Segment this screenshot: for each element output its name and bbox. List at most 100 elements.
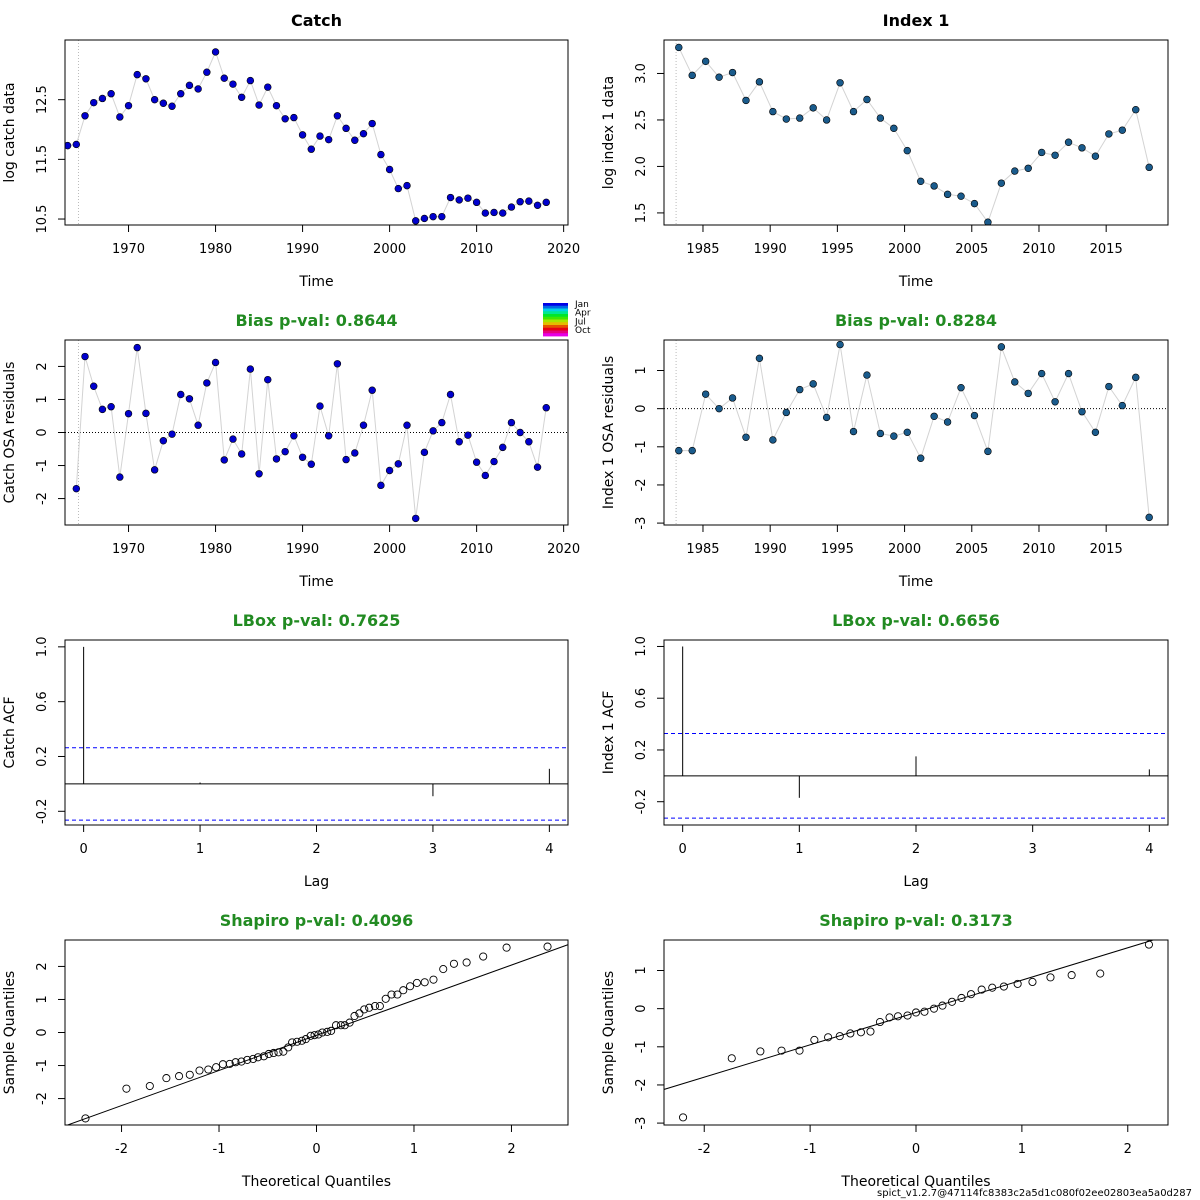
x-tick-label: 0 — [679, 842, 687, 857]
data-point — [368, 386, 376, 394]
qq-point — [318, 1028, 327, 1037]
data-point — [324, 432, 333, 440]
data-point — [481, 209, 490, 217]
qq-point — [350, 1011, 359, 1021]
x-tick-label: 4 — [1145, 842, 1153, 857]
data-point — [90, 98, 98, 107]
y-tick-label: -3 — [634, 517, 649, 530]
x-tick-label: 1 — [196, 842, 204, 857]
qq-point — [679, 1113, 688, 1122]
y-tick-label: 11.5 — [35, 145, 50, 174]
y-tick-label: 0.2 — [35, 746, 50, 767]
data-point — [943, 190, 952, 199]
qq-point — [212, 1063, 221, 1072]
data-point — [507, 203, 516, 211]
y-tick-label: 2.0 — [634, 156, 649, 177]
qq-point — [145, 1081, 154, 1091]
qq-point — [264, 1049, 273, 1059]
data-point — [185, 81, 194, 90]
qq-point — [387, 990, 396, 999]
x-tick-label: 1 — [795, 842, 803, 857]
y-tick-label: 0 — [634, 405, 649, 413]
data-point — [970, 411, 979, 420]
month-label: Jan — [574, 300, 589, 310]
y-tick-label: 1 — [35, 395, 50, 403]
data-point — [133, 70, 141, 79]
y-tick-label: 0 — [35, 428, 50, 436]
x-tick-label: 1990 — [286, 242, 319, 257]
y-tick-label: 0.6 — [35, 691, 50, 712]
data-point — [701, 57, 710, 66]
qq-point — [824, 1033, 833, 1042]
version-footer: spict_v1.2.7@47114fc8383c2a5d1c080f02ee0… — [877, 1188, 1192, 1199]
plot-area — [65, 646, 568, 821]
data-point — [290, 432, 298, 440]
data-point — [351, 136, 359, 144]
x-tick-label: 2000 — [888, 242, 921, 257]
y-tick-label: 12.5 — [35, 85, 50, 114]
panel-4: Bias p-val: 0.8284 Time Index 1 OSA residu… — [601, 311, 1169, 590]
data-point — [542, 198, 550, 207]
x-tick-label: 2 — [507, 1142, 515, 1157]
qq-point — [856, 1028, 865, 1037]
qq-point — [345, 1018, 354, 1027]
data-point — [984, 447, 992, 456]
data-point — [755, 78, 764, 86]
qq-point — [175, 1072, 184, 1081]
qq-point — [259, 1052, 268, 1061]
panel-title: Shapiro p-val: 0.3173 — [819, 911, 1013, 930]
data-point — [516, 198, 524, 206]
y-tick-label: 2 — [35, 962, 50, 970]
qq-point — [237, 1057, 246, 1066]
data-point — [177, 390, 185, 399]
data-point — [159, 437, 168, 445]
data-point — [385, 165, 394, 174]
month-label: Apr — [575, 309, 591, 319]
y-tick-label: 1.0 — [634, 636, 649, 657]
data-point — [403, 421, 411, 429]
qq-point — [314, 1030, 323, 1039]
data-point — [809, 380, 817, 388]
data-point — [1091, 152, 1100, 160]
data-point — [1037, 148, 1046, 157]
qq-point — [327, 1026, 336, 1035]
data-point — [359, 421, 368, 429]
data-point — [957, 192, 965, 200]
data-point — [246, 365, 255, 373]
qq-point — [355, 1009, 364, 1018]
qq-point — [875, 1017, 885, 1027]
panel-title: LBox p-val: 0.6656 — [832, 611, 1000, 630]
x-tick-label: 1995 — [821, 542, 854, 557]
plot-area — [66, 942, 568, 1125]
qq-point — [381, 994, 390, 1003]
data-point — [455, 438, 463, 446]
y-axis-label: Index 1 OSA residuals — [601, 356, 617, 509]
data-point — [742, 96, 750, 105]
month-color-swatch — [543, 305, 568, 309]
data-point — [211, 358, 220, 367]
qq-point — [331, 1021, 341, 1030]
data-point — [316, 402, 324, 410]
qq-point — [323, 1027, 332, 1036]
qq-line — [66, 944, 568, 1125]
x-tick-label: 2010 — [460, 242, 493, 257]
qq-point — [1013, 979, 1022, 988]
y-tick-label: -3 — [634, 1117, 649, 1130]
data-point — [516, 428, 524, 437]
series-line — [678, 344, 1150, 518]
data-point — [429, 427, 437, 435]
data-point — [822, 116, 831, 124]
x-tick-label: 4 — [545, 842, 553, 857]
data-point — [1145, 513, 1153, 522]
data-point — [970, 199, 979, 208]
qq-point — [218, 1060, 227, 1069]
data-point — [351, 449, 359, 457]
data-point — [324, 135, 333, 144]
data-point — [98, 94, 107, 103]
y-tick-label: 0 — [35, 1028, 50, 1036]
x-tick-label: 1995 — [821, 242, 854, 257]
qq-point — [462, 958, 471, 967]
data-point — [533, 201, 542, 210]
data-point — [490, 208, 498, 217]
y-axis-label: log catch data — [2, 82, 18, 182]
